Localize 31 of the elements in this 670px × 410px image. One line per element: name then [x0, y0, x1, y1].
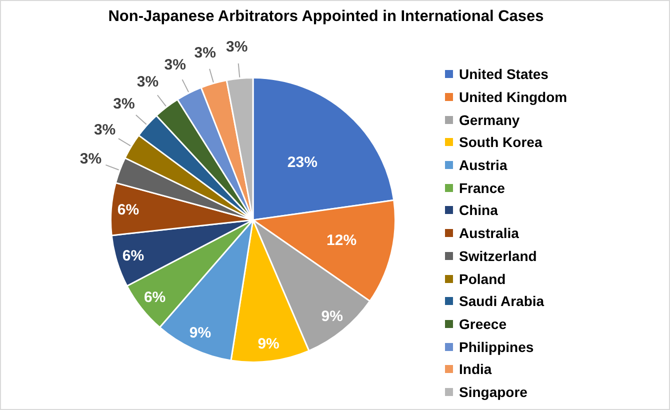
data-label: 6% — [117, 201, 140, 218]
data-label: 12% — [326, 232, 357, 250]
data-label: 9% — [258, 335, 280, 352]
legend-label: United States — [459, 66, 548, 82]
legend-label: Philippines — [459, 338, 534, 355]
data-label: 6% — [144, 288, 166, 306]
data-label: 3% — [94, 121, 116, 138]
legend-label: Australia — [459, 225, 519, 242]
legend-label: China — [459, 202, 498, 218]
chart-title: Non-Japanese Arbitrators Appointed in International Cases — [107, 8, 545, 26]
legend-label: Germany — [459, 112, 520, 128]
data-label: 3% — [136, 74, 159, 91]
data-label: 23% — [287, 154, 318, 172]
data-label: 6% — [122, 248, 144, 265]
legend-label: Singapore — [459, 384, 528, 400]
data-label: 3% — [164, 56, 186, 74]
data-label: 3% — [194, 44, 216, 62]
legend-label: South Korea — [459, 134, 542, 150]
legend-label: India — [459, 361, 492, 378]
data-label: 9% — [189, 324, 212, 342]
data-label: 9% — [321, 308, 343, 326]
data-label: 3% — [226, 38, 248, 56]
legend-label: Greece — [459, 316, 506, 332]
legend-label: Saudi Arabia — [459, 293, 544, 310]
data-label: 3% — [113, 95, 135, 112]
legend-label: Austria — [459, 157, 508, 174]
legend-label: Switzerland — [459, 248, 537, 264]
legend-label: France — [459, 180, 505, 196]
data-label: 3% — [80, 150, 102, 168]
legend-label: United Kingdom — [459, 89, 568, 106]
legend-label: Poland — [459, 270, 506, 287]
